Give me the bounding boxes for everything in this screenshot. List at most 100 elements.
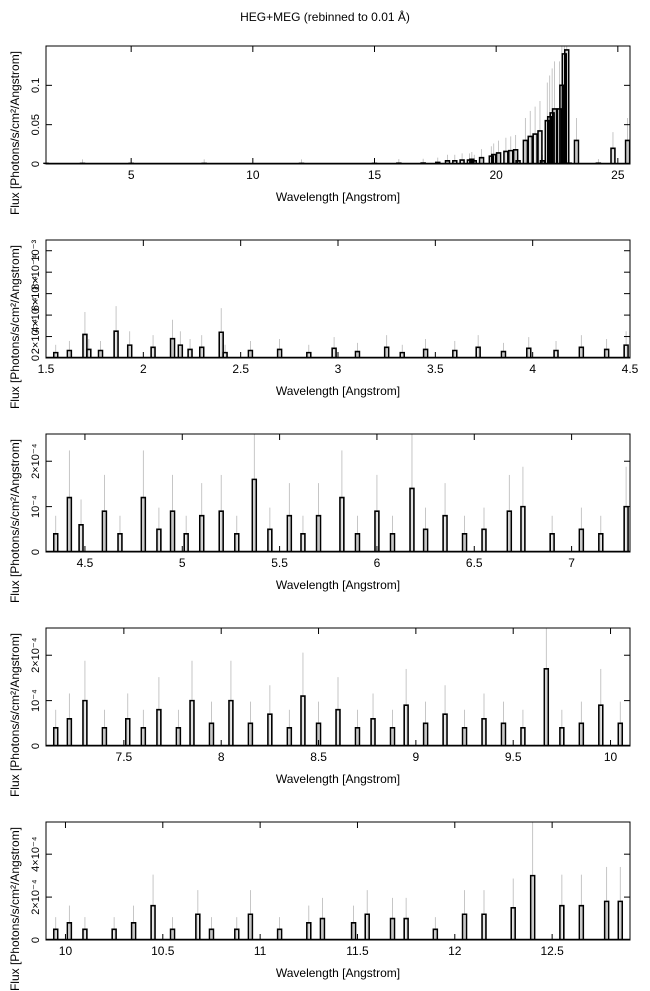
y-tick-label: 4×10⁻⁴: [30, 297, 42, 333]
flux-bin: [66, 717, 73, 746]
y-tick-label: 0: [30, 549, 42, 555]
flux-bin: [506, 510, 513, 552]
flux-bin: [370, 717, 376, 746]
flux-bin: [452, 160, 458, 164]
flux-bin: [208, 722, 215, 746]
flux-bin: [247, 349, 254, 358]
x-tick-label: 6.5: [466, 556, 483, 570]
flux-bin: [422, 722, 429, 746]
flux-bin: [403, 917, 409, 940]
flux-bin: [578, 904, 585, 940]
x-tick-label: 15: [368, 168, 382, 182]
flux-bin: [247, 722, 254, 746]
y-tick-label: 10⁻³: [30, 240, 42, 262]
flux-bin: [86, 348, 92, 358]
flux-bin: [617, 722, 624, 746]
x-tick-label: 5.5: [271, 556, 288, 570]
y-tick-label: 10⁻⁴: [30, 689, 42, 712]
x-tick-label: 10: [604, 750, 618, 764]
y-axis-label: Flux [Photons/s/cm²/Angstrom]: [8, 633, 22, 797]
flux-bin: [117, 533, 123, 552]
flux-bin: [354, 533, 361, 552]
flux-bin: [339, 496, 345, 552]
x-tick-label: 4: [529, 362, 536, 376]
flux-bin: [500, 350, 507, 358]
flux-bin: [573, 139, 580, 164]
x-tick-label: 8: [218, 750, 225, 764]
flux-bin: [125, 717, 131, 746]
y-tick-label: 0: [30, 161, 42, 167]
y-tick-label: 2×10⁻⁴: [30, 319, 42, 355]
panel-1: 5 10 15 20 25 0 0.05 0.1 Wavelength [Angstrom] Fl…: [8, 45, 631, 215]
flux-bin: [101, 510, 108, 552]
x-tick-label: 12.5: [540, 944, 564, 958]
flux-bin: [286, 514, 293, 552]
flux-bin: [578, 346, 585, 358]
flux-bin: [169, 928, 176, 940]
flux-bin: [156, 528, 162, 552]
flux-bin: [512, 149, 519, 164]
flux-bin: [267, 713, 273, 746]
y-tick-label: 4×10⁻⁴: [30, 836, 42, 872]
flux-bin: [559, 904, 565, 940]
flux-bin: [251, 478, 258, 552]
flux-bin: [389, 533, 396, 552]
x-axis-label: Wavelength [Angstrom]: [276, 578, 400, 592]
x-tick-label: 9: [413, 750, 420, 764]
flux-bin: [183, 533, 189, 552]
y-tick-label: 0.1: [30, 78, 42, 93]
x-axis-label: Wavelength [Angstrom]: [276, 772, 400, 786]
y-axis-label: Flux [Photons/s/cm²/Angstrom]: [8, 827, 22, 991]
flux-bin: [97, 349, 104, 358]
flux-bin: [526, 347, 532, 358]
x-tick-label: 3: [335, 362, 342, 376]
y-tick-label: 0: [30, 937, 42, 943]
flux-bin: [247, 913, 254, 940]
flux-bin: [156, 708, 162, 746]
figure-title: HEG+MEG (rebinned to 0.01 Å): [240, 10, 410, 24]
flux-bin: [374, 510, 380, 552]
flux-bin: [234, 533, 240, 552]
flux-bin: [319, 917, 326, 940]
flux-bin: [169, 510, 176, 552]
flux-bin: [52, 351, 59, 358]
flux-bin: [461, 533, 468, 552]
x-tick-label: 10.5: [151, 944, 175, 958]
flux-bin: [508, 149, 514, 164]
flux-bin: [315, 722, 322, 746]
flux-bin: [187, 348, 193, 358]
flux-bin: [549, 533, 555, 552]
flux-bin: [140, 727, 147, 746]
flux-bin: [527, 135, 533, 164]
flux-bin: [559, 727, 565, 746]
flux-bin: [551, 108, 558, 164]
flux-bin: [532, 133, 538, 164]
flux-bin: [52, 533, 59, 552]
flux-bin: [503, 150, 509, 164]
flux-bin: [306, 922, 312, 940]
flux-bin: [389, 727, 396, 746]
flux-bin: [399, 351, 405, 358]
flux-bin: [422, 528, 429, 552]
x-tick-label: 2: [140, 362, 147, 376]
x-tick-label: 8.5: [310, 750, 327, 764]
flux-bin: [520, 727, 526, 746]
flux-bin: [331, 347, 337, 358]
flux-bin: [234, 928, 240, 940]
flux-bin: [432, 928, 439, 940]
flux-bin: [603, 900, 610, 940]
flux-bin: [452, 349, 458, 358]
flux-bin: [175, 727, 182, 746]
x-tick-label: 7: [568, 556, 575, 570]
x-tick-label: 3.5: [427, 362, 444, 376]
flux-bin: [522, 139, 529, 164]
flux-bin: [300, 533, 306, 552]
x-tick-label: 10: [246, 168, 260, 182]
flux-bin: [335, 708, 341, 746]
flux-bin: [383, 346, 390, 358]
flux-bin: [198, 346, 205, 358]
flux-bin: [350, 922, 357, 940]
flux-bin: [222, 351, 228, 358]
flux-bin: [481, 528, 487, 552]
